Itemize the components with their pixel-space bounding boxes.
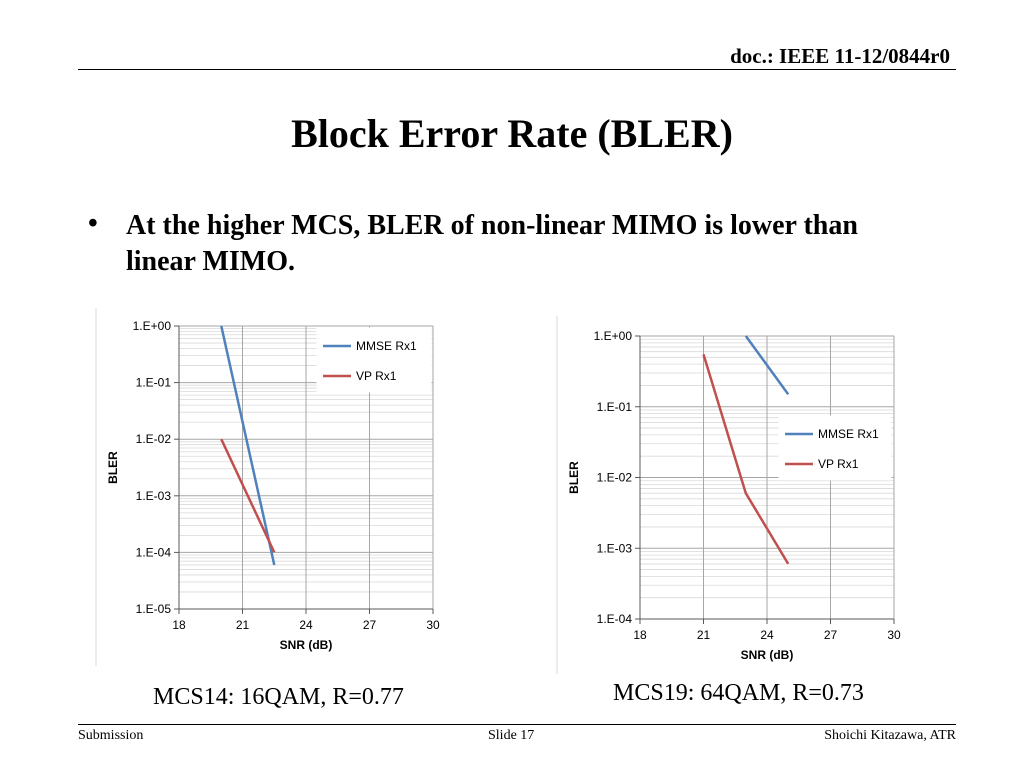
- footer-rule: [78, 724, 956, 725]
- y-tick-label: 1.E+00: [133, 319, 172, 333]
- caption-mcs19: MCS19: 64QAM, R=0.73: [613, 680, 864, 706]
- y-tick-label: 1.E-01: [136, 376, 172, 390]
- y-tick-label: 1.E-02: [597, 471, 633, 485]
- chart-mcs14-svg: 1.E-05 1.E-04 1.E-03 1.E-02 1.E-01 1.E+00 18 21…: [95, 308, 440, 666]
- x-axis-title: SNR (dB): [280, 638, 333, 652]
- x-tick-label: 18: [172, 618, 186, 632]
- caption-mcs14: MCS14: 16QAM, R=0.77: [153, 684, 404, 710]
- legend-label: MMSE Rx1: [356, 339, 417, 353]
- chart-mcs19: 1.E-04 1.E-03 1.E-02 1.E-01 1.E+00 18 21 24 27 30…: [556, 316, 916, 674]
- x-tick-label: 27: [824, 628, 838, 642]
- y-tick-label: 1.E-04: [597, 612, 633, 626]
- y-tick-label: 1.E-02: [136, 432, 172, 446]
- bullet-text: At the higher MCS, BLER of non-linear MI…: [126, 210, 858, 277]
- slide-title: Block Error Rate (BLER): [291, 111, 733, 156]
- x-tick-label: 21: [697, 628, 711, 642]
- y-tick-label: 1.E-03: [136, 489, 172, 503]
- chart-mcs14: 1.E-05 1.E-04 1.E-03 1.E-02 1.E-01 1.E+00 18 21…: [95, 308, 465, 666]
- footer-submission: Submission: [78, 728, 144, 743]
- y-tick-label: 1.E-03: [597, 541, 633, 555]
- series-line-vp-rx1: [702, 354, 790, 565]
- series-line-mmse-rx1: [220, 325, 276, 566]
- y-axis-title: BLER: [567, 461, 581, 494]
- x-tick-label: 30: [887, 628, 901, 642]
- bullet-marker: •: [88, 208, 98, 239]
- y-tick-label: 1.E-01: [597, 400, 633, 414]
- legend-box: [778, 415, 892, 481]
- x-tick-label: 24: [760, 628, 774, 642]
- legend-label: VP Rx1: [356, 369, 397, 383]
- x-tick-label: 27: [363, 618, 377, 632]
- y-axis-title: BLER: [106, 451, 120, 484]
- series-line-vp-rx1: [220, 438, 276, 553]
- x-tick-label: 18: [633, 628, 647, 642]
- document-id: doc.: IEEE 11-12/0844r0: [730, 44, 950, 68]
- footer-author: Shoichi Kitazawa, ATR: [824, 728, 956, 743]
- y-tick-label: 1.E-04: [136, 545, 172, 559]
- header-rule: [78, 69, 956, 70]
- y-tick-label: 1.E-05: [136, 602, 172, 616]
- y-tick-label: 1.E+00: [594, 329, 633, 343]
- chart-mcs19-svg: 1.E-04 1.E-03 1.E-02 1.E-01 1.E+00 18 21 24 27 30…: [556, 316, 901, 674]
- series-line-mmse-rx1: [744, 335, 790, 396]
- x-axis-title: SNR (dB): [741, 648, 794, 662]
- legend-box: [316, 327, 432, 393]
- legend-label: MMSE Rx1: [818, 427, 879, 441]
- x-tick-label: 30: [426, 618, 440, 632]
- x-tick-label: 21: [236, 618, 250, 632]
- legend-label: VP Rx1: [818, 457, 859, 471]
- footer-slide-number: Slide 17: [488, 728, 535, 743]
- x-tick-label: 24: [299, 618, 313, 632]
